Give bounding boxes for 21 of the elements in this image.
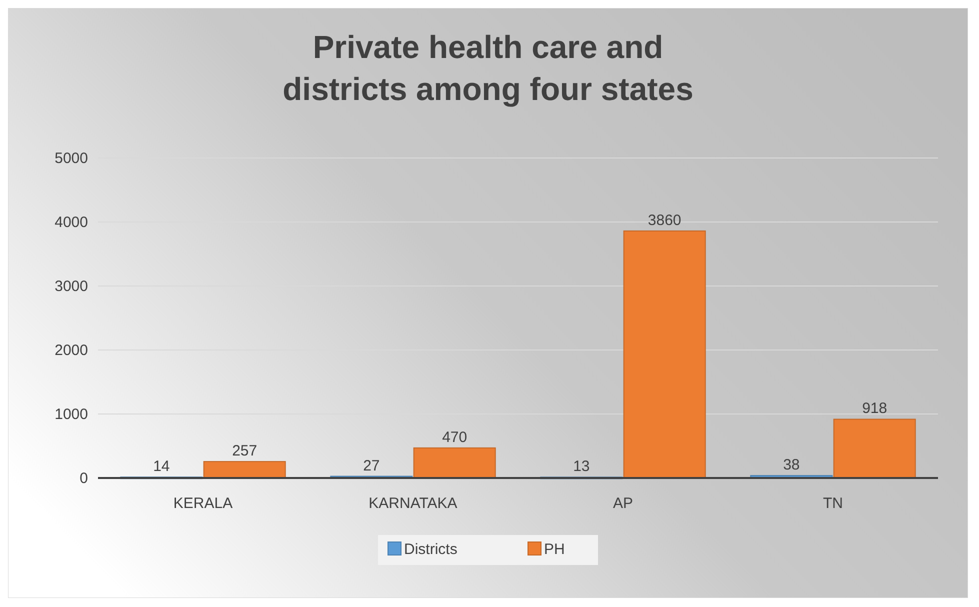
y-tick-label: 4000 [54, 214, 88, 231]
data-label: 470 [442, 428, 468, 446]
data-label: 38 [783, 456, 800, 474]
legend-label: Districts [404, 541, 458, 558]
legend-label: PH [544, 541, 565, 558]
x-tick-label: AP [612, 495, 634, 512]
data-label: 13 [573, 458, 590, 476]
x-tick-label: TN [823, 495, 843, 512]
y-tick-label: 0 [80, 470, 88, 487]
x-tick-label: KARNATAKA [368, 495, 458, 512]
y-tick-label: 2000 [54, 342, 88, 359]
data-label: 918 [862, 400, 888, 418]
x-tick-label: KERALA [173, 495, 233, 512]
data-label: 27 [363, 457, 380, 474]
y-tick-label: 1000 [54, 406, 88, 423]
chart-title: Private health care and districts among four states [282, 29, 694, 107]
y-tick-label: 5000 [54, 150, 88, 167]
y-tick-label: 3000 [54, 278, 88, 295]
data-label: 14 [153, 458, 170, 476]
data-label: 257 [232, 442, 258, 460]
data-label: 3860 [648, 212, 682, 229]
